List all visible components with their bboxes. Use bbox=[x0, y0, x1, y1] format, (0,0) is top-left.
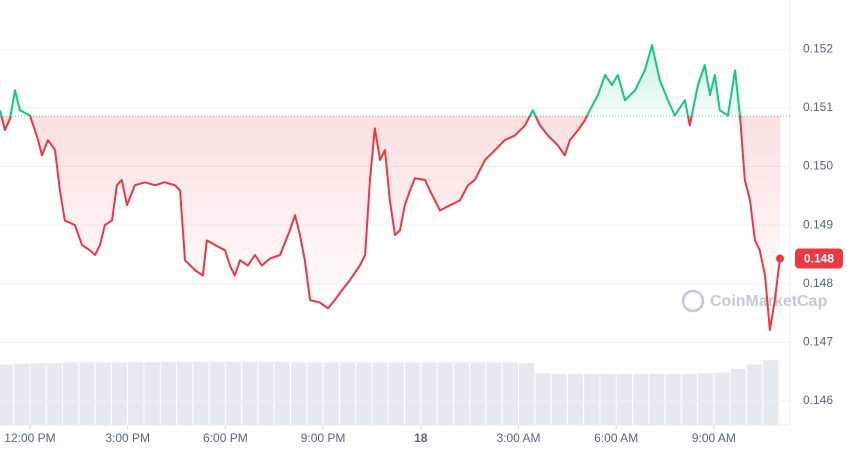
volume-bar bbox=[584, 373, 600, 425]
volume-bar bbox=[291, 362, 307, 425]
price-tag-label: 0.148 bbox=[804, 252, 834, 266]
volume-bar bbox=[323, 362, 339, 425]
volume-bar bbox=[339, 362, 356, 425]
volume-bar bbox=[160, 361, 177, 425]
x-tick-label: 12:00 PM bbox=[4, 431, 55, 445]
volume-bar bbox=[470, 362, 486, 425]
volume-bar bbox=[600, 373, 616, 425]
volume-bar bbox=[128, 362, 144, 425]
x-tick-label: 3:00 AM bbox=[496, 431, 540, 445]
volume-bar bbox=[144, 362, 160, 425]
volume-bar bbox=[616, 373, 632, 425]
price-tag bbox=[795, 248, 843, 269]
y-tick-label: 0.149 bbox=[803, 217, 833, 231]
volume-bar bbox=[274, 361, 291, 425]
volume-bar bbox=[0, 364, 14, 425]
x-tick-label: 9:00 PM bbox=[301, 431, 346, 445]
volume-bar bbox=[111, 362, 128, 425]
volume-bar bbox=[763, 360, 779, 425]
volume-bar bbox=[177, 361, 193, 425]
volume-bar bbox=[258, 361, 274, 425]
volume-bar bbox=[372, 362, 388, 425]
volume-bar bbox=[551, 373, 567, 425]
volume-bar bbox=[421, 362, 437, 425]
volume-bar bbox=[649, 373, 665, 425]
volume-bar bbox=[307, 362, 323, 425]
volume-bar bbox=[730, 368, 746, 425]
y-tick-label: 0.150 bbox=[803, 159, 833, 173]
volume-bar bbox=[502, 362, 518, 425]
volume-bar bbox=[681, 373, 698, 425]
volume-bar bbox=[665, 373, 681, 425]
volume-bar bbox=[486, 362, 502, 425]
volume-bar bbox=[46, 363, 63, 425]
volume-bar bbox=[535, 373, 551, 425]
volume-bars bbox=[0, 360, 779, 425]
y-tick-label: 0.146 bbox=[803, 393, 833, 407]
volume-bar bbox=[698, 373, 714, 425]
x-tick-label: 18 bbox=[414, 431, 428, 445]
volume-bar bbox=[388, 362, 404, 425]
volume-bar bbox=[746, 364, 763, 425]
volume-bar bbox=[518, 363, 535, 425]
volume-bar bbox=[567, 373, 584, 425]
volume-bar bbox=[95, 362, 111, 425]
volume-bar bbox=[63, 362, 79, 425]
volume-bar bbox=[356, 362, 372, 425]
volume-bar bbox=[14, 363, 30, 425]
y-tick-label: 0.151 bbox=[803, 100, 833, 114]
y-tick-label: 0.147 bbox=[803, 335, 833, 349]
plot: 0.148 bbox=[0, 44, 843, 332]
y-tick-label: 0.152 bbox=[803, 41, 833, 55]
watermark: CoinMarketCap bbox=[681, 289, 828, 313]
watermark-logo bbox=[681, 289, 705, 313]
volume-bar bbox=[714, 372, 730, 425]
volume-bar bbox=[404, 362, 421, 425]
y-tick-label: 0.148 bbox=[803, 276, 833, 290]
volume-bar bbox=[225, 361, 242, 425]
x-tick-label: 6:00 AM bbox=[594, 431, 638, 445]
volume-bar bbox=[437, 362, 453, 425]
x-tick-label: 3:00 PM bbox=[105, 431, 150, 445]
volume-bar bbox=[193, 361, 209, 425]
x-tick-label: 9:00 AM bbox=[692, 431, 736, 445]
last-point bbox=[776, 254, 784, 263]
volume-bar bbox=[453, 362, 470, 425]
volume-bar bbox=[242, 361, 258, 425]
volume-bar bbox=[209, 361, 225, 425]
volume-bar bbox=[79, 362, 95, 425]
x-tick-label: 6:00 PM bbox=[203, 431, 248, 445]
price-line bbox=[0, 44, 781, 332]
volume-bar bbox=[30, 363, 46, 425]
volume-bar bbox=[632, 373, 649, 425]
